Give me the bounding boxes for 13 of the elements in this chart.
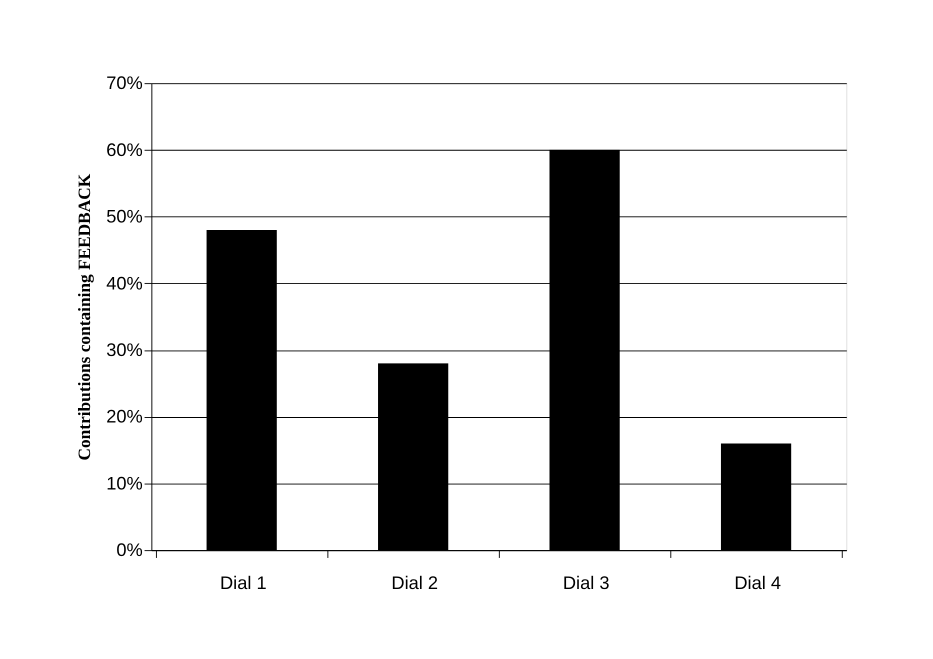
x-tick-label: Dial 4 (734, 572, 781, 593)
y-tick-label: 20% (106, 406, 143, 427)
y-tick-label: 0% (116, 539, 143, 560)
y-tick-label: 50% (106, 206, 143, 227)
x-tick-label: Dial 3 (562, 572, 610, 593)
y-tick-label: 30% (106, 338, 143, 360)
x-tick-label: Dial 1 (220, 572, 267, 593)
y-tick-label: 70% (106, 72, 143, 94)
y-axis-title: Contributions containing FEEDBACK (74, 173, 94, 460)
y-tick-label: 40% (106, 272, 143, 294)
y-tick-label: 60% (106, 138, 143, 160)
x-tick-label: Dial 2 (391, 572, 438, 593)
y-tick-label: 10% (106, 472, 143, 494)
